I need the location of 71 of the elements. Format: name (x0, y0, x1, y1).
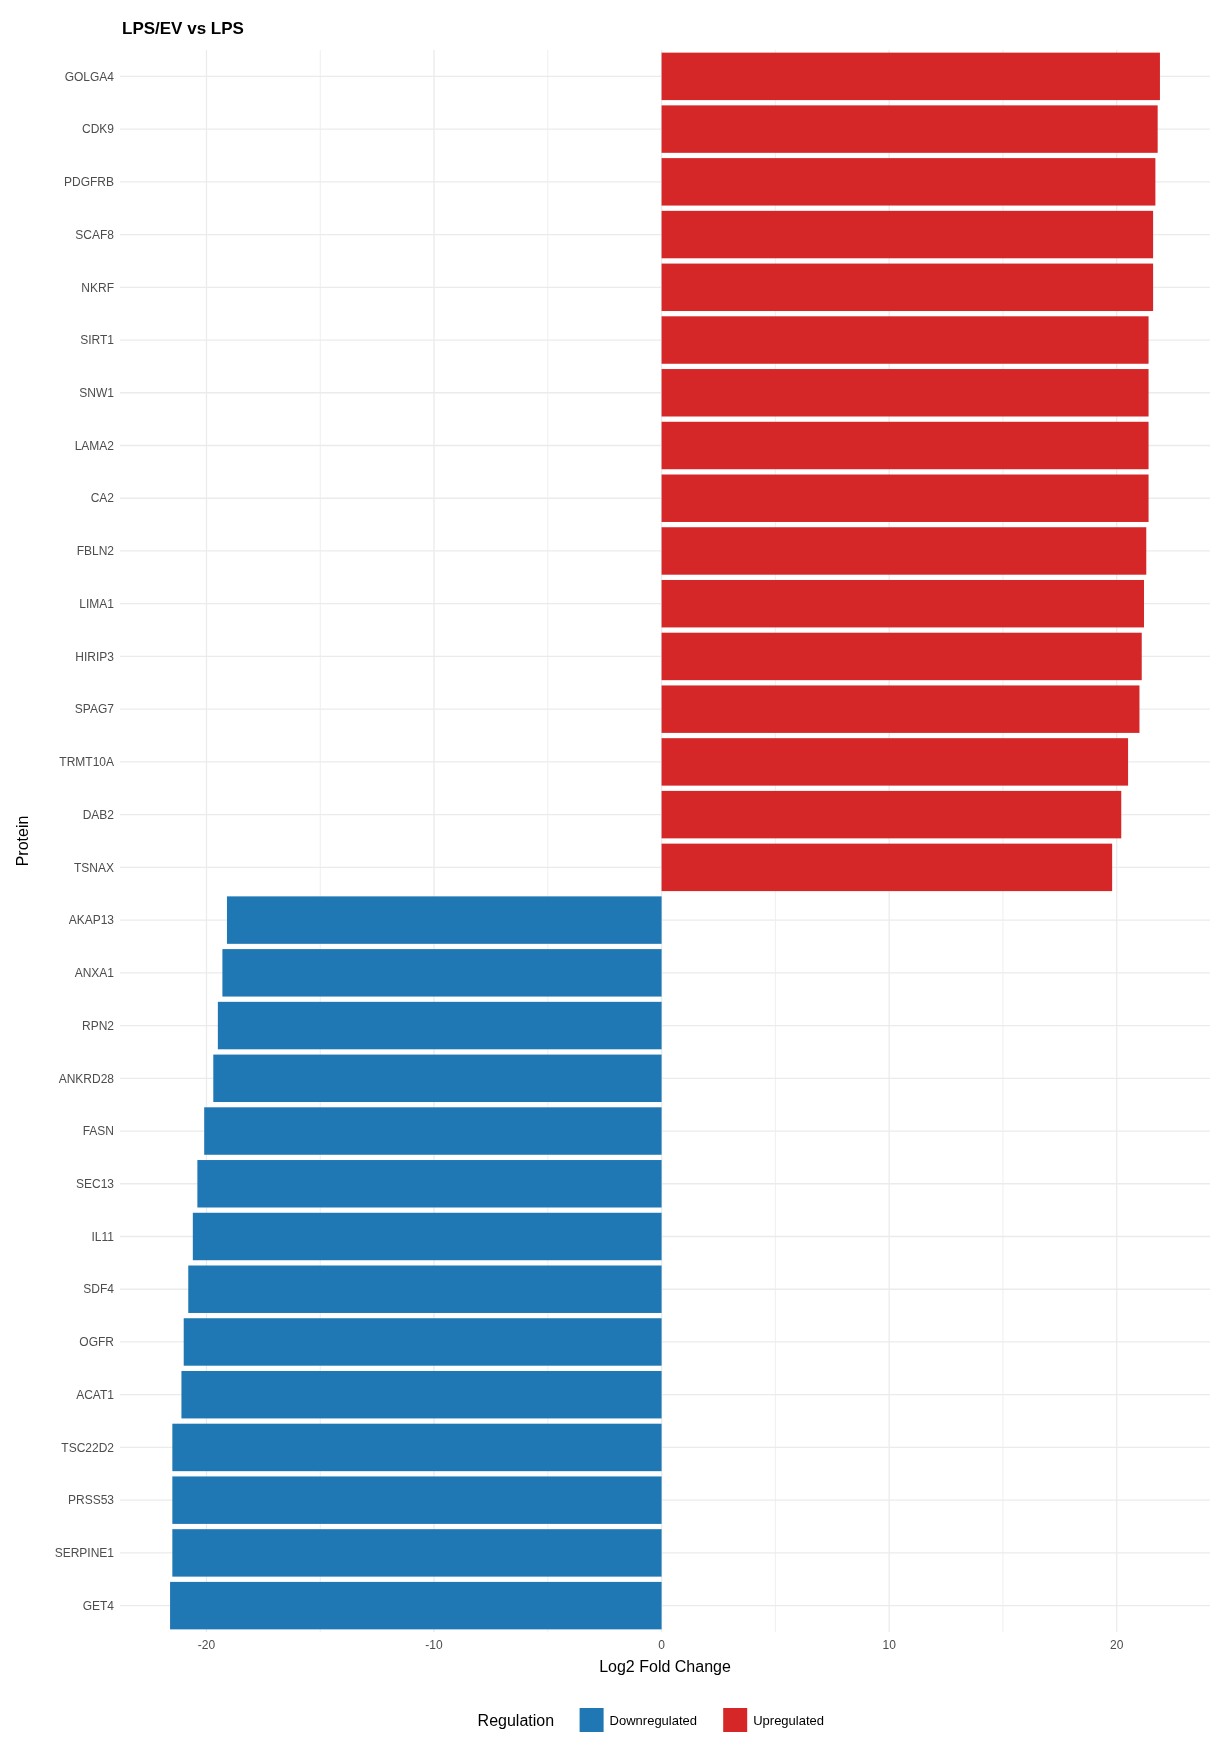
bar (661, 632, 1142, 681)
bar (188, 1265, 662, 1313)
y-tick-label: OGFR (79, 1335, 115, 1350)
bar (181, 1370, 662, 1419)
y-tick-label: TSC22D2 (61, 1440, 115, 1455)
y-tick-label: IL11 (91, 1229, 115, 1244)
y-tick-label: CDK9 (81, 122, 115, 137)
y-tick-label: SNW1 (79, 385, 115, 400)
bar (226, 896, 662, 944)
y-tick-label: TSNAX (73, 860, 114, 875)
bar (217, 1001, 662, 1050)
y-tick-label: CA2 (90, 491, 115, 506)
bar (661, 52, 1160, 101)
legend-label: Downregulated (609, 1712, 698, 1728)
legend-title: Regulation (477, 1711, 555, 1729)
bar (183, 1318, 662, 1366)
legend-label: Upregulated (753, 1712, 825, 1728)
y-tick-label: FASN (82, 1124, 114, 1139)
y-tick-label: RPN2 (81, 1018, 115, 1033)
bar (192, 1212, 662, 1261)
y-tick-label: ANKRD28 (58, 1071, 115, 1086)
y-tick-label: PDGFRB (63, 175, 114, 190)
y-tick-label: SCAF8 (75, 227, 115, 242)
bar (204, 1107, 662, 1155)
x-tick-label: -20 (197, 1638, 216, 1652)
bar (661, 316, 1149, 364)
y-axis-title: Protein (14, 815, 31, 867)
y-tick-label: HIRIP3 (75, 649, 115, 664)
y-tick-label: FBLN2 (76, 544, 115, 559)
y-tick-label: ACAT1 (76, 1387, 115, 1402)
bar (661, 210, 1154, 259)
y-tick-label: SERPINE1 (54, 1546, 115, 1561)
bar (661, 738, 1129, 786)
y-tick-label: GOLGA4 (64, 69, 115, 84)
bar (661, 421, 1149, 470)
bar (661, 105, 1158, 153)
y-tick-label: ANXA1 (74, 966, 115, 981)
bar (170, 1581, 662, 1630)
x-axis-title: Log2 Fold Change (599, 1658, 731, 1675)
y-tick-label: DAB2 (82, 807, 115, 822)
bar (172, 1423, 662, 1472)
x-tick-label: -10 (425, 1638, 444, 1652)
bar (661, 474, 1149, 522)
bar (197, 1160, 662, 1208)
y-tick-label: LIMA1 (79, 596, 115, 611)
bar (661, 843, 1113, 892)
y-tick-label: SEC13 (75, 1176, 115, 1191)
y-tick-label: LAMA2 (74, 438, 115, 453)
y-tick-label: AKAP13 (68, 913, 115, 928)
bar (213, 1054, 662, 1103)
y-tick-label: TRMT10A (59, 755, 114, 770)
bar (661, 527, 1147, 575)
x-tick-label: 0 (658, 1638, 666, 1652)
bar (661, 579, 1145, 628)
y-tick-label: SPAG7 (74, 702, 115, 717)
bar (661, 158, 1156, 206)
x-tick-label: 20 (1110, 1638, 1124, 1652)
bar (661, 685, 1140, 733)
bar (661, 790, 1122, 839)
chart-title: LPS/EV vs LPS (122, 19, 244, 38)
bar (172, 1476, 662, 1524)
bar (172, 1529, 662, 1577)
bar (222, 949, 662, 997)
x-tick-label: 10 (882, 1638, 897, 1652)
bar (661, 263, 1154, 312)
y-tick-label: SIRT1 (80, 333, 115, 348)
y-tick-label: SDF4 (83, 1282, 115, 1297)
y-tick-label: PRSS53 (67, 1493, 115, 1508)
y-tick-label: NKRF (81, 280, 114, 295)
bar (661, 369, 1149, 417)
y-tick-label: GET4 (82, 1598, 115, 1613)
